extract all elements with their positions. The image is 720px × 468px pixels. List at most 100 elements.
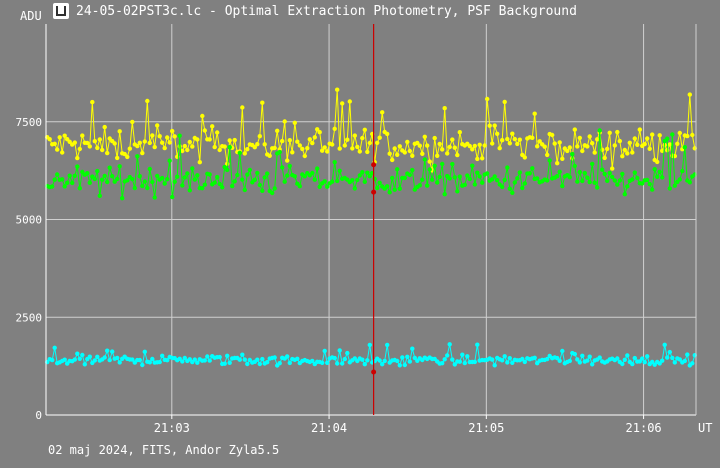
data-point: [402, 150, 407, 155]
data-point: [452, 362, 457, 367]
data-point: [532, 355, 537, 360]
data-point: [115, 155, 120, 161]
data-point: [162, 145, 167, 151]
data-point: [522, 155, 527, 160]
data-point: [450, 137, 455, 142]
data-point: [545, 152, 550, 158]
data-point: [410, 346, 415, 351]
data-point: [335, 178, 340, 184]
data-point: [592, 180, 597, 185]
data-point: [457, 174, 462, 179]
data-point: [205, 354, 210, 359]
data-point: [225, 167, 230, 173]
data-point: [52, 345, 57, 350]
data-point: [192, 357, 197, 362]
data-point: [645, 177, 650, 183]
data-point: [147, 140, 152, 146]
data-point: [137, 357, 142, 363]
data-point: [580, 148, 585, 154]
data-point: [472, 182, 477, 187]
data-point: [62, 357, 67, 362]
data-point: [160, 353, 165, 358]
data-point: [375, 140, 380, 145]
data-point: [677, 177, 682, 182]
data-point: [532, 111, 537, 116]
data-point: [120, 196, 125, 201]
data-point: [187, 188, 192, 193]
data-point: [210, 124, 215, 129]
data-point: [647, 181, 652, 187]
data-point: [160, 140, 165, 145]
chart-app-icon[interactable]: [53, 3, 69, 19]
data-point: [675, 141, 680, 146]
time-cursor[interactable]: [371, 24, 377, 415]
data-point: [222, 144, 227, 149]
data-point: [590, 161, 595, 167]
data-point: [672, 183, 677, 188]
data-point: [625, 353, 630, 358]
data-point: [80, 133, 85, 138]
data-point: [635, 175, 640, 181]
data-point: [512, 136, 517, 142]
data-point: [570, 151, 575, 157]
data-point: [575, 357, 580, 362]
data-point: [530, 166, 535, 171]
data-point: [645, 354, 650, 359]
data-point: [312, 177, 317, 182]
data-point: [625, 184, 630, 189]
data-point: [57, 135, 62, 140]
data-point: [670, 355, 675, 361]
data-point: [330, 142, 335, 147]
data-point: [345, 137, 350, 142]
data-point: [677, 130, 682, 136]
data-point: [265, 360, 270, 365]
data-point: [315, 166, 320, 171]
data-point: [245, 172, 250, 177]
data-point: [472, 143, 477, 149]
data-point: [180, 183, 185, 188]
data-point: [575, 144, 580, 149]
data-point: [215, 174, 220, 180]
data-point: [342, 143, 347, 148]
data-point: [310, 358, 315, 364]
data-point: [292, 174, 297, 179]
data-point: [60, 150, 65, 155]
data-point: [410, 153, 415, 158]
data-point: [572, 351, 577, 357]
data-point: [190, 144, 195, 149]
data-point: [572, 163, 577, 169]
data-point: [362, 362, 367, 367]
light-curve-chart[interactable]: 0 2500 5000 7500 21:03 21:04 21:05 21:06 ADU UT: [0, 0, 720, 440]
data-point: [130, 119, 135, 125]
data-point: [475, 342, 480, 347]
data-point: [652, 167, 657, 172]
data-point: [80, 352, 85, 358]
data-point: [355, 177, 360, 183]
data-point: [220, 185, 225, 190]
data-point: [617, 138, 622, 144]
data-point: [685, 352, 690, 357]
data-point: [67, 173, 72, 178]
data-point: [297, 184, 302, 189]
data-point: [302, 174, 307, 179]
data-point: [140, 150, 145, 156]
data-point: [522, 181, 527, 186]
data-point: [465, 173, 470, 178]
data-point: [385, 131, 390, 137]
data-point: [490, 357, 495, 362]
data-point: [322, 348, 327, 354]
data-point: [67, 139, 72, 144]
data-point: [412, 355, 417, 361]
data-point: [50, 357, 55, 363]
data-point: [475, 156, 480, 162]
data-point: [655, 159, 660, 165]
data-point: [340, 361, 345, 366]
data-point: [560, 156, 565, 161]
data-point: [495, 131, 500, 136]
data-point: [150, 356, 155, 362]
data-point: [602, 171, 607, 177]
data-point: [560, 348, 565, 354]
data-point: [480, 156, 485, 161]
data-point: [610, 174, 615, 180]
data-point: [147, 360, 152, 365]
